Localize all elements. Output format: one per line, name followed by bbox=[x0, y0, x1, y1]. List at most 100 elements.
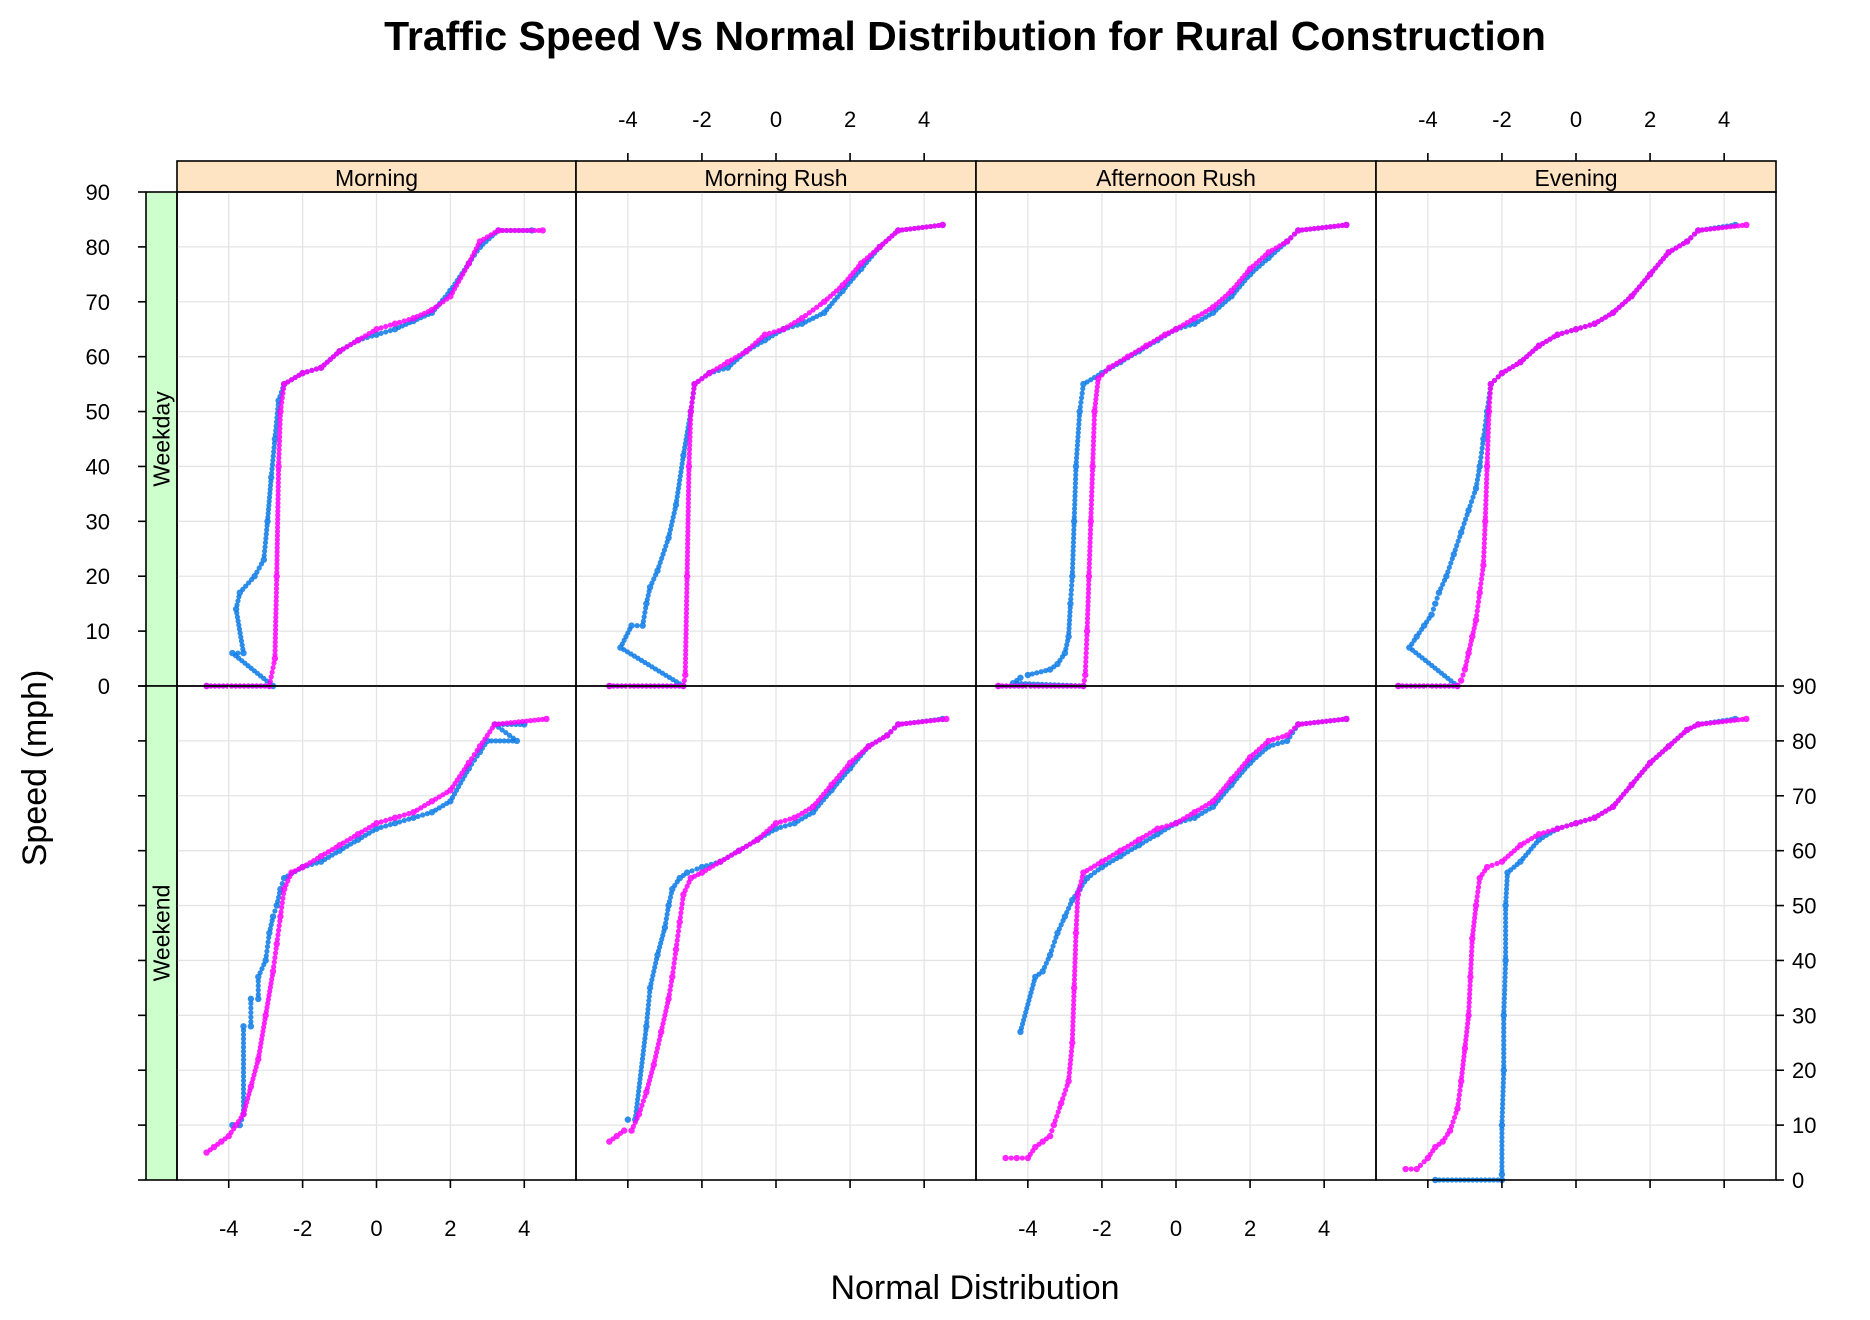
data-point bbox=[1457, 1087, 1463, 1093]
data-point bbox=[1485, 442, 1491, 448]
data-point bbox=[229, 649, 236, 657]
data-point bbox=[1691, 231, 1698, 237]
data-point bbox=[1074, 451, 1080, 457]
data-point bbox=[1467, 982, 1473, 989]
data-point bbox=[667, 894, 674, 900]
data-point bbox=[1442, 1135, 1448, 1141]
data-point bbox=[1319, 225, 1325, 231]
data-point bbox=[527, 718, 534, 724]
data-point bbox=[528, 227, 534, 234]
data-point bbox=[273, 614, 279, 620]
data-point bbox=[1683, 238, 1691, 245]
data-point bbox=[681, 448, 687, 455]
data-point bbox=[1695, 227, 1702, 234]
data-point bbox=[1069, 1035, 1076, 1042]
data-point bbox=[511, 227, 518, 234]
data-point bbox=[675, 489, 681, 496]
data-point bbox=[771, 329, 777, 335]
data-point bbox=[682, 655, 689, 662]
y-tick-label: 60 bbox=[86, 345, 110, 370]
data-point bbox=[651, 576, 657, 582]
data-point bbox=[1050, 943, 1056, 949]
data-point bbox=[275, 496, 281, 502]
data-point bbox=[1482, 518, 1489, 525]
data-point bbox=[1504, 882, 1510, 888]
data-point bbox=[685, 488, 692, 494]
data-point bbox=[1582, 817, 1588, 824]
data-point bbox=[657, 559, 663, 566]
data-point bbox=[814, 304, 820, 310]
data-point bbox=[1482, 523, 1488, 529]
data-point bbox=[682, 444, 688, 451]
data-point bbox=[1474, 477, 1481, 483]
data-point bbox=[1484, 476, 1490, 482]
data-point bbox=[1468, 970, 1474, 976]
data-point bbox=[935, 717, 941, 723]
data-point bbox=[672, 501, 680, 509]
data-point bbox=[240, 1073, 247, 1080]
data-point bbox=[1275, 741, 1281, 747]
data-point bbox=[1475, 599, 1482, 605]
data-point bbox=[273, 940, 280, 948]
data-point bbox=[1090, 455, 1096, 461]
x-tick-label: 2 bbox=[844, 107, 856, 132]
data-point bbox=[1089, 489, 1095, 495]
data-point bbox=[1460, 1062, 1466, 1068]
data-point bbox=[270, 453, 276, 459]
data-point bbox=[1066, 621, 1072, 627]
data-point bbox=[1495, 374, 1501, 380]
data-point bbox=[684, 553, 691, 559]
data-point bbox=[1474, 481, 1480, 487]
data-point bbox=[687, 408, 695, 415]
data-point bbox=[1057, 1099, 1065, 1107]
data-point bbox=[378, 330, 384, 336]
data-point bbox=[915, 225, 922, 231]
data-point bbox=[396, 319, 403, 325]
data-point bbox=[299, 369, 306, 377]
data-point bbox=[1088, 872, 1094, 878]
data-point bbox=[265, 996, 271, 1002]
data-point bbox=[276, 455, 282, 461]
data-point bbox=[907, 226, 913, 232]
data-point bbox=[1503, 949, 1509, 955]
data-point bbox=[238, 638, 245, 644]
data-point bbox=[406, 317, 412, 323]
data-point bbox=[1479, 871, 1485, 878]
data-point bbox=[277, 425, 283, 432]
data-point bbox=[663, 920, 669, 926]
data-point bbox=[519, 718, 526, 725]
data-point bbox=[1485, 438, 1491, 444]
data-point bbox=[1469, 935, 1476, 942]
data-point bbox=[240, 1023, 247, 1030]
data-point bbox=[272, 647, 278, 653]
data-point bbox=[1052, 1118, 1058, 1124]
data-point bbox=[1068, 1052, 1074, 1059]
data-point bbox=[1466, 1008, 1472, 1014]
data-point bbox=[1084, 637, 1090, 643]
data-point bbox=[1019, 1155, 1025, 1161]
data-point bbox=[1456, 1092, 1462, 1098]
data-point bbox=[273, 606, 279, 612]
data-point bbox=[1074, 913, 1080, 919]
data-point bbox=[1438, 585, 1444, 592]
data-point bbox=[1083, 627, 1091, 635]
data-point bbox=[255, 995, 262, 1003]
data-point bbox=[256, 1052, 262, 1058]
data-point bbox=[1087, 539, 1093, 546]
data-point bbox=[687, 442, 693, 448]
data-point bbox=[1486, 399, 1493, 406]
data-point bbox=[787, 821, 793, 828]
data-point bbox=[267, 926, 273, 932]
data-point bbox=[1499, 1163, 1505, 1169]
data-point bbox=[1002, 1154, 1009, 1162]
data-point bbox=[234, 602, 240, 608]
data-point bbox=[1432, 600, 1439, 607]
data-point bbox=[1089, 484, 1095, 491]
data-point bbox=[268, 674, 274, 680]
data-point bbox=[683, 602, 690, 608]
data-point bbox=[269, 466, 275, 472]
data-point bbox=[1500, 1076, 1507, 1082]
data-point bbox=[1071, 972, 1078, 978]
data-point bbox=[1066, 629, 1072, 636]
